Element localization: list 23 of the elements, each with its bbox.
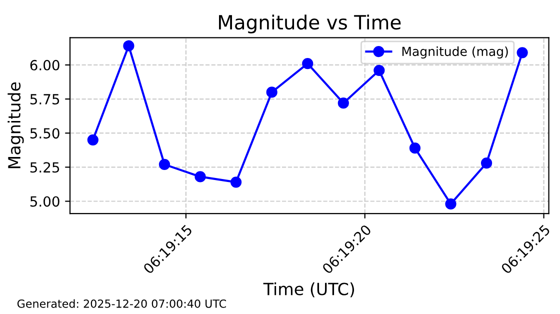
- y-tick-label: 5.50: [30, 128, 60, 139]
- point: [266, 86, 278, 98]
- y-tick-label: 6.00: [30, 60, 60, 70]
- point: [123, 40, 134, 52]
- point: [230, 176, 242, 188]
- y-tick-label: 5.00: [30, 196, 60, 207]
- point: [409, 142, 421, 154]
- y-axis-title: Magnitude: [8, 82, 24, 168]
- point: [302, 58, 314, 70]
- point: [480, 158, 492, 169]
- point: [516, 47, 528, 58]
- y-tick-label: 5.25: [30, 162, 60, 173]
- point: [158, 158, 170, 170]
- point: [87, 134, 98, 146]
- y-tick-label: 5.75: [30, 94, 60, 104]
- point: [194, 171, 206, 182]
- legend-label: Magnitude (mag): [402, 46, 508, 59]
- point: [445, 198, 456, 210]
- chart-title: Magnitude vs Time: [219, 14, 401, 34]
- point: [374, 64, 385, 76]
- x-axis-title: Time (UTC): [263, 282, 354, 298]
- text: Generated: 2025-12-20 07:00:40 UTC: [17, 299, 226, 308]
- point: [338, 98, 349, 109]
